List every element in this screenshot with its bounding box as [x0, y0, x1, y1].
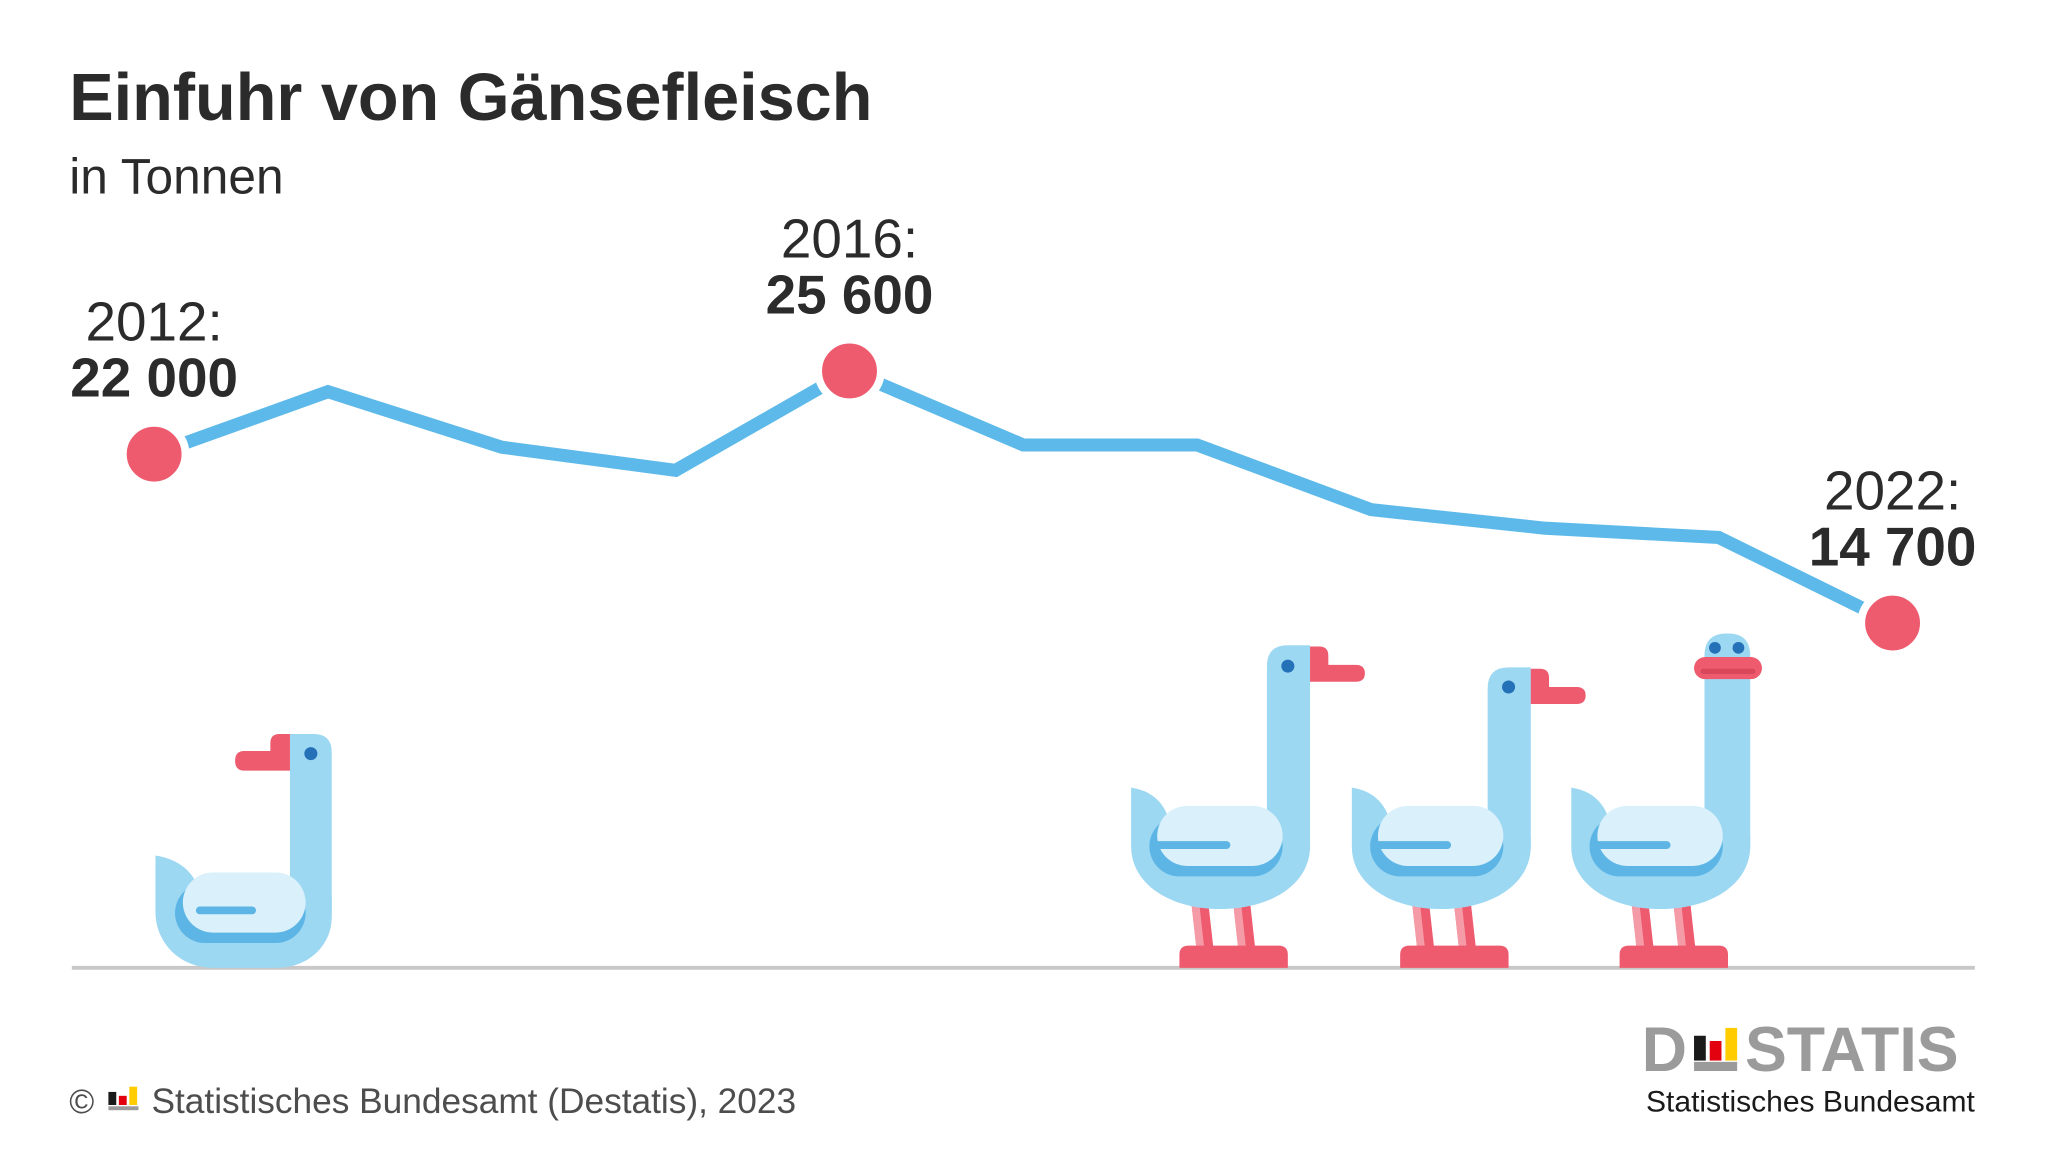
chart-subtitle: in Tonnen — [69, 148, 283, 204]
goose-eye-right — [1732, 641, 1745, 654]
value-label: 25 600 — [766, 263, 934, 325]
goose-beak — [1310, 646, 1365, 682]
data-point — [1857, 587, 1928, 659]
year-label: 2016: — [781, 207, 918, 269]
goose-standing-front-icon — [1571, 633, 1762, 968]
chart-plot: 2012: 22 000 2016: 25 600 2022: 14 700 — [70, 207, 1977, 659]
goose-leg-left-highlight — [1191, 901, 1205, 949]
logo-letters-statis: STATIS — [1745, 1015, 1959, 1085]
goose-wing — [182, 872, 306, 933]
brand-name: Statistisches Bundesamt — [1646, 1086, 1975, 1119]
goose-beak — [1530, 668, 1586, 704]
goose-wing — [1377, 805, 1504, 866]
footer-source: © Statistisches Bundesamt (Destatis), 20… — [69, 1082, 796, 1121]
mini-logo-bar-red — [118, 1095, 127, 1105]
goose-wing-stripe — [1154, 841, 1231, 849]
goose-feet — [1179, 945, 1288, 968]
goose-standing-icon — [1351, 667, 1586, 968]
goose-leg-right-highlight — [1453, 901, 1467, 949]
destatis-mini-logo-icon — [108, 1086, 139, 1111]
source-text: Statistisches Bundesamt (Destatis), 2023 — [152, 1082, 797, 1121]
goose-leg-left-highlight — [1631, 901, 1645, 949]
logo-bar-yellow — [1725, 1027, 1738, 1061]
goose-eye-left — [1709, 641, 1721, 654]
value-label: 22 000 — [70, 347, 238, 409]
destatis-logo: D STATIS Statistisches Bundesamt — [1642, 1015, 1976, 1118]
goose-eye — [304, 747, 318, 761]
logo-bar-black — [1694, 1035, 1706, 1061]
data-point — [814, 335, 885, 407]
goose-eye — [1281, 659, 1295, 673]
mini-logo-bar-yellow — [129, 1086, 138, 1105]
highlight-2016: 2016: 25 600 — [766, 207, 934, 407]
logo-flag-bars-icon — [1694, 1027, 1738, 1072]
logo-bar-red — [1709, 1040, 1722, 1061]
goose-wing — [1157, 805, 1283, 866]
highlight-2012: 2012: 22 000 — [70, 291, 238, 490]
goose-eye — [1502, 680, 1516, 694]
chart-title: Einfuhr von Gänsefleisch — [69, 61, 872, 135]
goose-leg-right-highlight — [1232, 901, 1247, 949]
goose-neck — [289, 734, 332, 915]
logo-letter-d: D — [1642, 1015, 1687, 1085]
year-label: 2012: — [85, 291, 222, 353]
data-point — [118, 418, 190, 490]
mini-logo-base — [108, 1106, 139, 1111]
goose-wing-stripe — [1375, 841, 1452, 849]
copyright-symbol: © — [69, 1083, 94, 1121]
mini-logo-bar-black — [108, 1091, 117, 1105]
goose-beak — [235, 734, 290, 771]
highlight-2022: 2022: 14 700 — [1809, 459, 1977, 659]
goose-beak — [1694, 656, 1762, 680]
goose-standing-icon — [1131, 645, 1365, 968]
goose-beak-lip — [1700, 668, 1756, 674]
goose-feet — [1619, 945, 1728, 968]
goose-leg-right-highlight — [1673, 901, 1687, 949]
goose-swimming-icon — [155, 734, 332, 968]
goose-feet — [1400, 945, 1509, 968]
goose-neck — [1487, 667, 1531, 849]
logo-bar-base — [1694, 1061, 1738, 1072]
year-label: 2022: — [1824, 459, 1961, 521]
goose-leg-left-highlight — [1411, 901, 1425, 949]
goose-wing — [1597, 805, 1723, 866]
series-line — [151, 363, 1896, 629]
goose-wing-stripe — [195, 906, 256, 915]
value-label: 14 700 — [1809, 516, 1977, 578]
goose-wing-stripe — [1594, 841, 1671, 849]
goose-neck — [1704, 633, 1751, 849]
goose-neck — [1266, 645, 1311, 849]
